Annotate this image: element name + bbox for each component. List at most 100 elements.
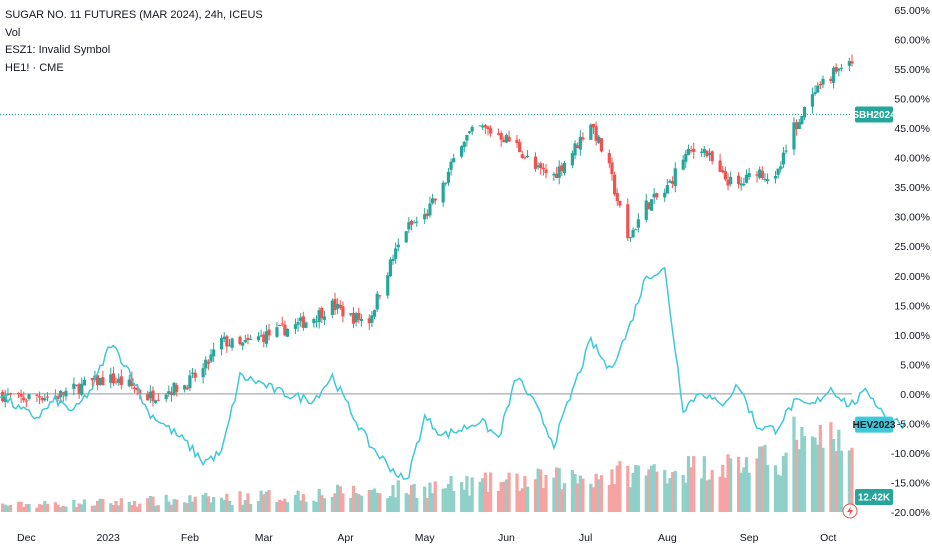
volume-bar [117,505,121,512]
volume-bar [320,495,324,512]
volume-bar [396,480,400,512]
volume-bar [446,483,451,512]
candle-body [507,136,511,142]
x-tick-label: 2023 [96,532,120,544]
candle-body [262,334,266,342]
candle-body [16,393,21,395]
volume-bar [631,472,635,512]
volume-bar [304,501,308,512]
candle-body [779,166,783,170]
candle-layer [1,54,854,408]
volume-bar [758,446,762,512]
candle-body [299,317,303,322]
volume-bar [700,478,704,512]
volume-bar [802,436,807,512]
candle-body [330,300,334,315]
candle-body [341,306,345,317]
volume-bar [45,503,50,512]
volume-bar [560,489,564,512]
candle-body [795,122,799,130]
candle-body [6,394,10,396]
candle-body [810,94,815,107]
candle-body [576,145,580,149]
candle-body [816,85,820,93]
chart-legend: SUGAR NO. 11 FUTURES (MAR 2024), 24h, IC… [5,7,263,77]
volume-bar [562,483,567,512]
volume-bar [138,503,142,512]
volume-bar [312,500,316,512]
candle-body [655,193,659,198]
candle-body [80,383,84,395]
volume-bar [671,472,675,512]
volume-bar [101,498,105,512]
volume-bar [370,489,374,512]
legend-esz1[interactable]: ESZ1: Invalid Symbol [5,44,111,56]
candle-body [412,222,416,224]
volume-bar [489,472,493,512]
candle-body [280,323,284,325]
volume-bar [24,504,28,512]
legend-vol[interactable]: Vol [5,26,21,39]
volume-bar [647,469,651,512]
candle-body [357,313,361,320]
volume-bar [219,497,224,512]
volume-bar [784,452,788,512]
legend-he1[interactable]: HE1! · CME [5,61,64,74]
lightning-icon [842,503,858,519]
candle-body [95,375,100,386]
candle-body [499,133,503,140]
candle-body [386,275,390,296]
volume-bar [470,477,474,512]
candle-body [557,166,561,178]
line-layer [0,266,906,480]
candle-body [64,390,68,397]
candle-body [813,92,817,95]
candle-body [72,383,76,389]
volume-bar [792,416,796,512]
candle-body [151,390,155,402]
candle-body [599,138,604,152]
candle-body [127,379,131,387]
candle-body [433,198,437,201]
volume-bar [59,507,63,512]
volume-bar [317,488,321,512]
candle-body [338,304,342,308]
volume-bar [204,492,208,512]
volume-bar [615,465,619,512]
candle-body [541,167,545,170]
volume-bar [95,500,100,512]
candle-body [396,244,400,248]
candle-body [428,203,432,216]
volume-bar [539,469,543,512]
candle-body [636,219,640,228]
candle-body [462,141,466,148]
candle-body [747,173,751,178]
legend-title[interactable]: SUGAR NO. 11 FUTURES (MAR 2024), 24h, IC… [5,9,263,21]
candle-body [59,390,63,398]
candle-body [829,78,833,82]
volume-bar [747,472,751,512]
volume-bar [267,490,271,512]
volume-bar [90,505,94,512]
candle-body [718,160,722,172]
volume-bar [56,504,60,512]
candle-body [243,340,247,343]
volume-bar [702,456,706,512]
volume-bar [837,429,841,512]
volume-bar [681,474,685,512]
volume-layer [1,416,854,512]
volume-bar [504,479,509,512]
candle-body [156,399,160,401]
volume-bar [167,501,171,512]
volume-bar [391,484,395,512]
candle-body [204,359,208,369]
candle-body [35,394,39,396]
y-tick-label: 20.00% [894,271,930,283]
sbh2024-badge: SBH2024 [852,106,896,123]
candle-body [444,182,448,184]
volume-bar [655,471,659,512]
volume-bar [8,505,13,512]
volume-bar [175,499,179,512]
candle-body [831,67,836,83]
